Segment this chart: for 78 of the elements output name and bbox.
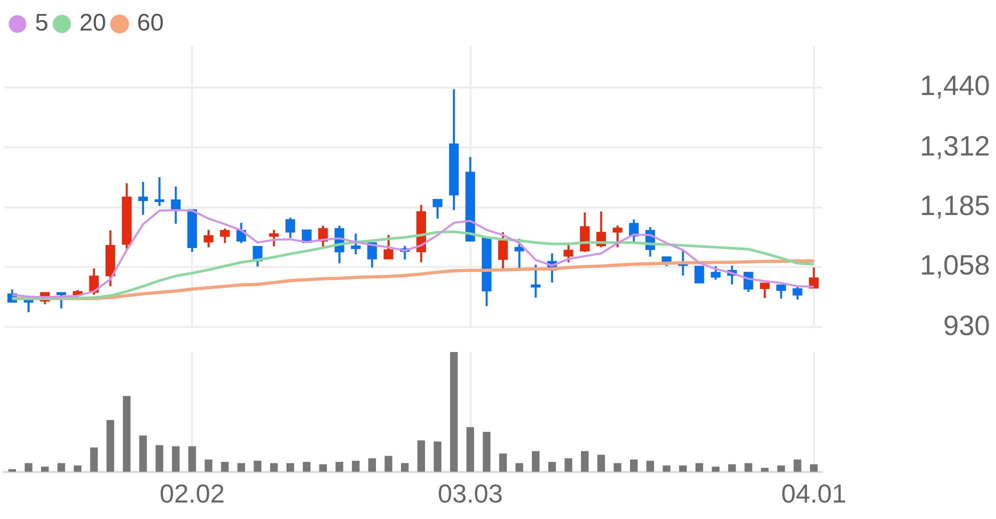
legend-label: 20 <box>79 10 106 37</box>
bar <box>368 458 376 472</box>
bar <box>548 462 556 472</box>
candlestick <box>220 227 230 244</box>
candlestick <box>792 284 802 300</box>
x-tick-label: 04.01 <box>781 478 846 509</box>
bar <box>41 466 49 472</box>
bar <box>794 459 802 472</box>
bar <box>156 445 164 472</box>
candlestick <box>710 265 720 281</box>
candlestick <box>89 267 99 296</box>
bar <box>319 464 327 472</box>
bar <box>679 465 687 472</box>
bar <box>57 463 66 472</box>
bar <box>728 464 736 472</box>
y-tick-label: 930 <box>943 310 990 341</box>
bar <box>254 460 262 472</box>
bar <box>744 463 752 472</box>
bar <box>74 465 82 472</box>
candlestick <box>204 228 214 248</box>
candlestick <box>350 232 361 256</box>
bar <box>712 466 720 472</box>
candlestick <box>514 238 524 270</box>
bar <box>172 446 180 472</box>
bar <box>90 448 98 472</box>
bar <box>336 462 344 472</box>
bar <box>286 463 294 472</box>
bar <box>106 420 114 472</box>
bar <box>417 440 426 472</box>
bar <box>532 451 540 472</box>
bar <box>695 463 704 472</box>
bar <box>400 463 409 472</box>
bar <box>270 463 278 472</box>
candlestick <box>56 291 66 310</box>
bar <box>662 465 670 472</box>
bar <box>352 460 360 472</box>
candlestick <box>432 198 442 220</box>
bar <box>139 436 147 472</box>
candlestick <box>269 228 279 248</box>
candlestick <box>776 284 786 300</box>
candlestick <box>154 176 164 207</box>
candlestick <box>138 180 148 216</box>
y-tick-label: 1,185 <box>920 190 990 222</box>
bar <box>450 352 458 472</box>
bar <box>466 427 474 472</box>
bar <box>384 456 392 472</box>
bar <box>237 463 246 472</box>
x-tick-label: 02.02 <box>160 478 225 509</box>
bar <box>597 454 605 472</box>
bar <box>630 459 638 472</box>
x-tick-label: 03.03 <box>438 478 503 509</box>
bar <box>516 463 524 472</box>
candlestick <box>285 216 296 239</box>
candlestick <box>530 264 541 299</box>
candlestick <box>760 282 770 300</box>
bar <box>499 454 507 472</box>
candlestick <box>694 266 704 284</box>
y-tick-label: 1,058 <box>920 250 990 281</box>
bar <box>564 458 572 472</box>
y-tick-label: 1,440 <box>920 70 990 102</box>
y-tick-label: 1,312 <box>920 130 990 162</box>
bar <box>580 451 589 472</box>
candlestick <box>384 234 394 260</box>
bar <box>614 463 622 472</box>
bar <box>482 432 490 472</box>
bar <box>221 462 229 472</box>
bar <box>646 460 654 472</box>
bar <box>434 442 442 472</box>
bar <box>810 464 818 472</box>
bar <box>24 463 32 472</box>
bar <box>204 459 212 472</box>
legend-label: 5 <box>35 10 48 37</box>
bar <box>122 396 131 472</box>
bar <box>777 465 785 472</box>
candlestick <box>612 224 622 248</box>
legend-label: 60 <box>137 10 164 37</box>
bar <box>188 446 196 472</box>
bar <box>302 462 310 472</box>
